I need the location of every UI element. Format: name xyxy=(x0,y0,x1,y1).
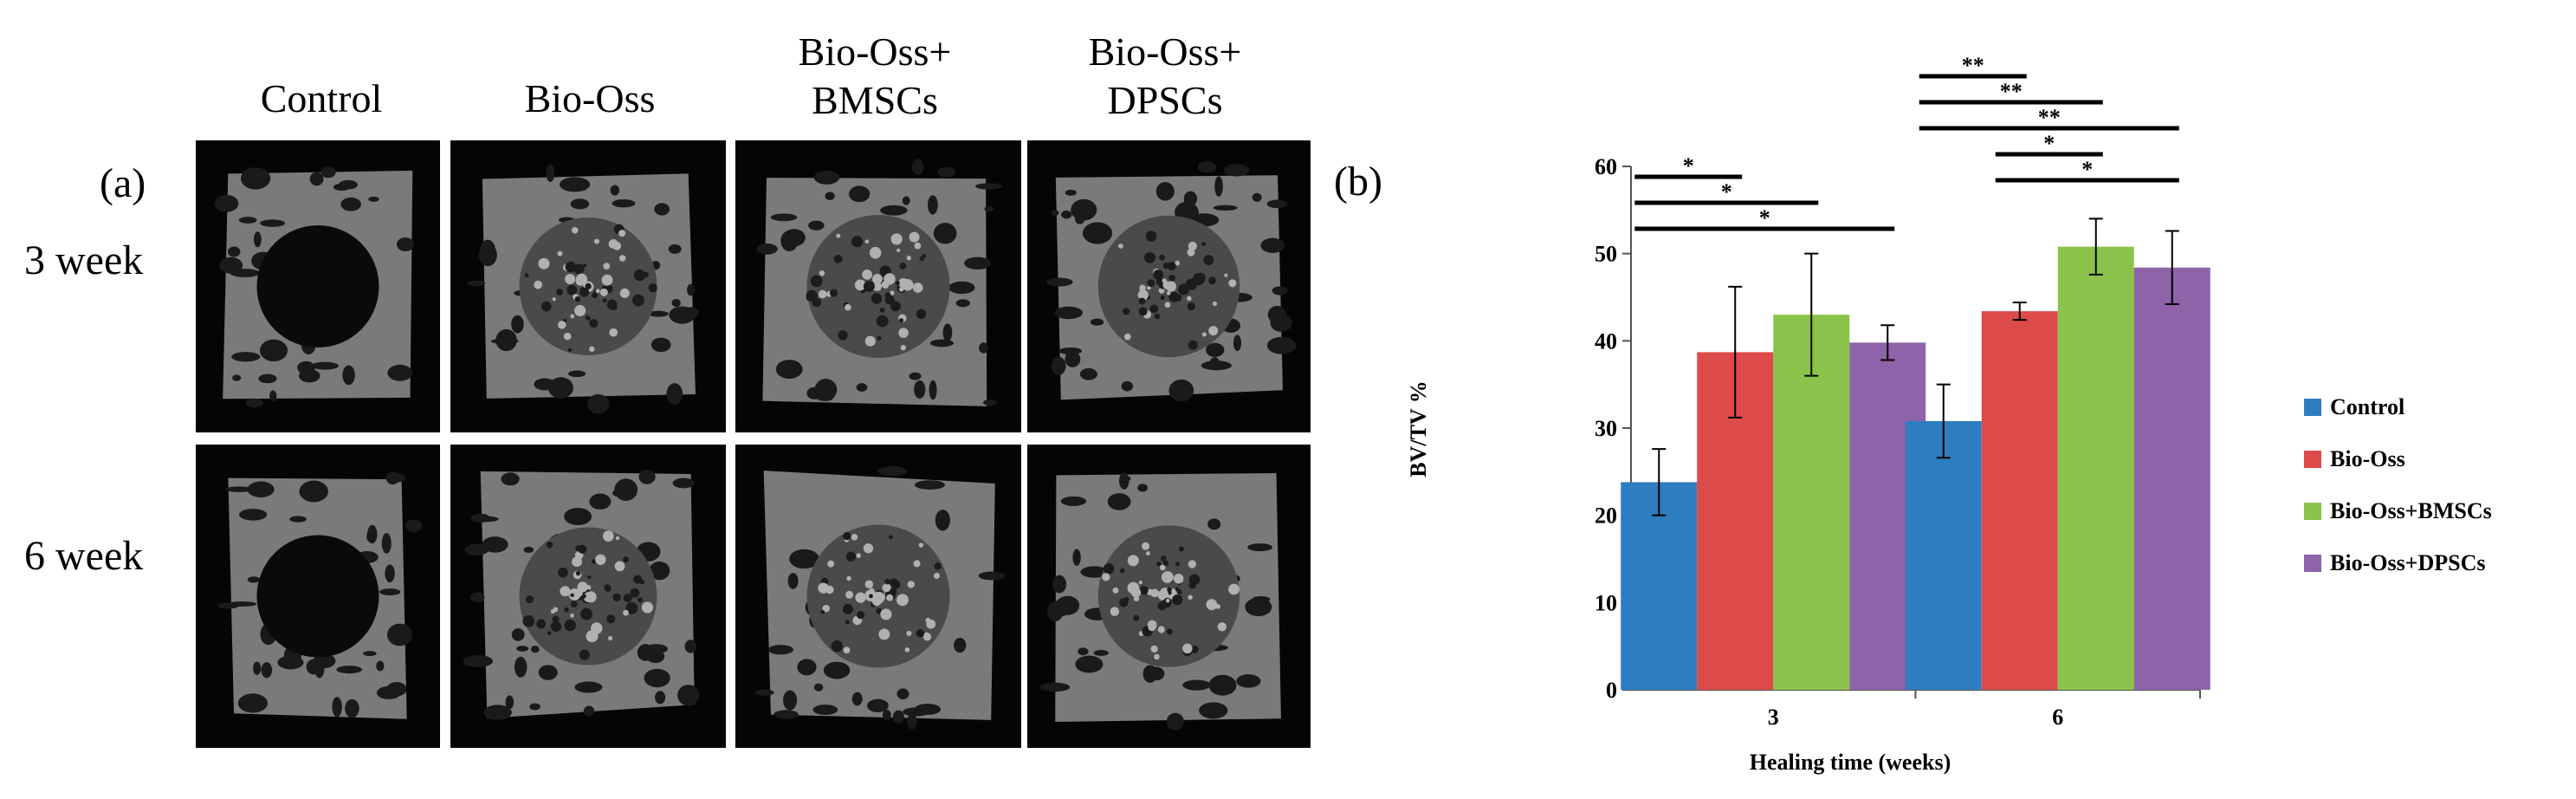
legend-swatch xyxy=(2304,555,2321,572)
bar xyxy=(1621,482,1698,690)
y-axis-label: BV/TV % xyxy=(1406,380,1431,477)
bvtv-chart-panel: (b) BV/TV % Healing time (weeks) 0 10 20 30… xyxy=(1334,0,2576,799)
y-tick-label: 50 xyxy=(1595,242,1617,267)
row-label-6-week: 6 week xyxy=(24,533,144,579)
bar xyxy=(2133,267,2210,690)
bar xyxy=(1773,315,1850,690)
significance-marker: * xyxy=(1721,179,1732,205)
ct-image-panel: Control Bio-Oss Bio-Oss+ BMSCs Bio-Oss+ … xyxy=(24,29,1311,748)
ct-image-bio-oss-bmscs-3-week xyxy=(735,140,1021,432)
column-label-bio-oss-dpscs: Bio-Oss+ DPSCs xyxy=(1088,29,1242,122)
bvtv-bar-chart: (b) BV/TV % Healing time (weeks) 0 10 20 30… xyxy=(1334,53,2210,775)
ct-image-bio-oss-bmscs-6-week xyxy=(735,445,1021,748)
ct-image-control-6-week xyxy=(196,445,440,748)
y-tick-label: 40 xyxy=(1595,328,1617,354)
bar xyxy=(1981,311,2058,690)
y-tick-label: 60 xyxy=(1595,154,1617,179)
y-tick-label: 30 xyxy=(1595,416,1617,441)
legend-label: Bio-Oss xyxy=(2330,446,2405,471)
significance-marker: ** xyxy=(2038,105,2061,130)
y-tick-label: 10 xyxy=(1595,590,1617,615)
legend-label: Bio-Oss+DPSCs xyxy=(2330,550,2486,575)
ct-image-bio-oss-6-week xyxy=(450,445,726,748)
bar xyxy=(1905,420,1982,690)
legend-item: Bio-Oss+DPSCs xyxy=(2304,537,2492,589)
panel-b-letter: (b) xyxy=(1334,159,1382,205)
panel-a-letter: (a) xyxy=(100,160,146,206)
significance-marker: ** xyxy=(1962,53,1984,78)
ct-image-bio-oss-3-week xyxy=(450,140,726,432)
legend-item: Control xyxy=(2304,381,2492,433)
y-tick-label: 0 xyxy=(1606,678,1617,703)
legend-swatch xyxy=(2304,451,2321,468)
column-label-bio-oss: Bio-Oss xyxy=(524,76,656,120)
legend-item: Bio-Oss xyxy=(2304,433,2492,485)
column-label-bio-oss-bmscs: Bio-Oss+ BMSCs xyxy=(798,29,952,122)
ct-image-bio-oss-dpscs-6-week xyxy=(1027,445,1311,748)
bar xyxy=(2057,246,2134,690)
significance-marker: * xyxy=(2043,131,2055,156)
significance-marker: * xyxy=(2081,157,2093,182)
legend-label: Bio-Oss+BMSCs xyxy=(2330,498,2492,523)
x-tick-label: 3 xyxy=(1768,705,1779,730)
x-axis-label: Healing time (weeks) xyxy=(1750,750,1951,775)
significance-marker: ** xyxy=(2000,79,2023,104)
legend-swatch xyxy=(2304,503,2321,520)
significance-marker: * xyxy=(1759,205,1770,231)
y-tick-label: 20 xyxy=(1595,503,1617,529)
x-tick-label: 6 xyxy=(2052,705,2063,730)
significance-marker: * xyxy=(1683,153,1694,179)
chart-legend: Control Bio-Oss Bio-Oss+BMSCs Bio-Oss+DPSCs xyxy=(2304,381,2492,589)
row-label-3-week: 3 week xyxy=(24,237,144,283)
legend-item: Bio-Oss+BMSCs xyxy=(2304,485,2492,537)
legend-label: Control xyxy=(2330,394,2405,419)
column-label-control: Control xyxy=(260,76,383,120)
ct-image-control-3-week xyxy=(196,140,440,432)
ct-image-bio-oss-dpscs-3-week xyxy=(1027,140,1311,432)
legend-swatch xyxy=(2304,399,2321,416)
